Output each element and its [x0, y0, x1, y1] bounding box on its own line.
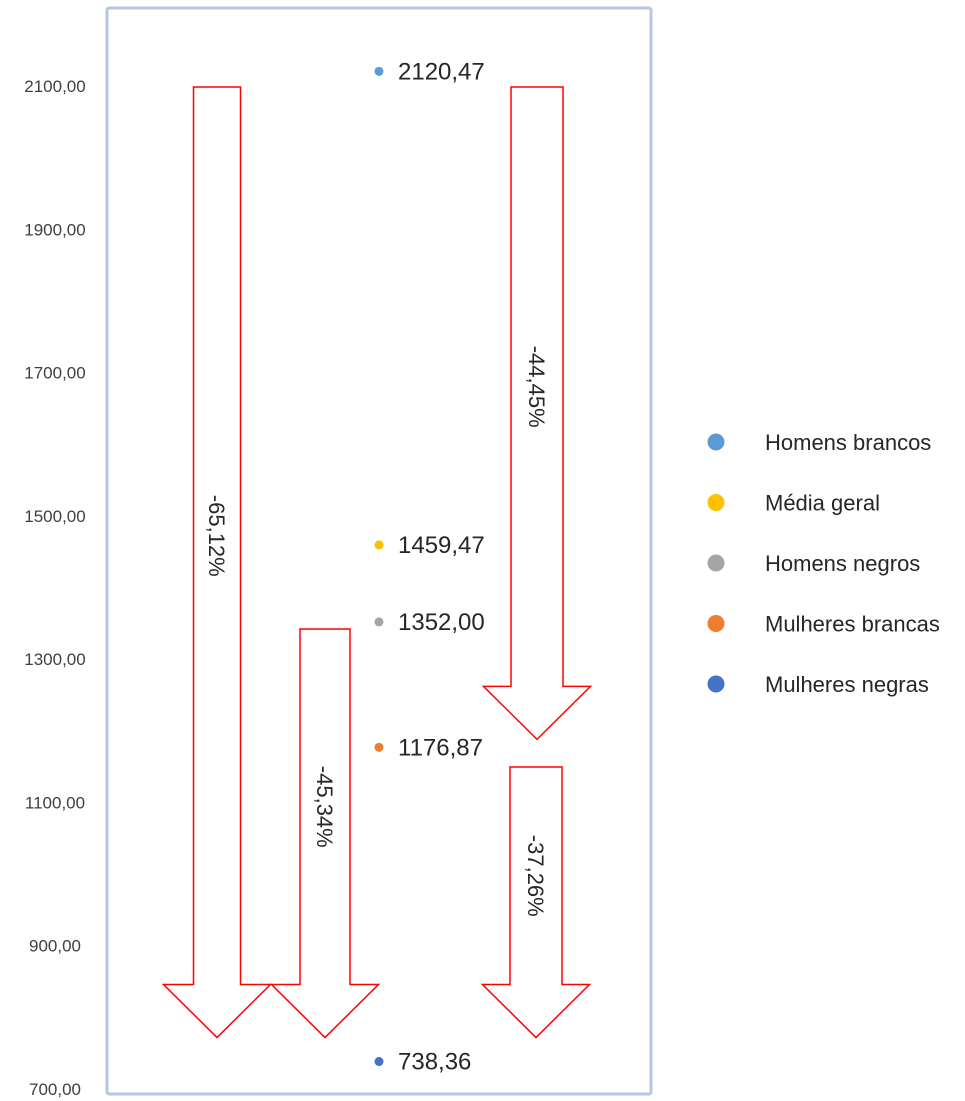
data-label: 1459,47: [398, 532, 485, 559]
legend-marker: [707, 433, 725, 451]
y-tick-label: 2100,00: [24, 77, 85, 96]
legend-marker: [707, 615, 725, 632]
change-percent-label: -37,26%: [523, 835, 548, 917]
data-label: 2120,47: [398, 58, 485, 85]
plot-frame: [105, 6, 653, 1096]
data-point: [374, 617, 384, 627]
data-points: 2120,47 1459,47 1352,00 1176,87 738,36: [374, 58, 485, 1076]
y-tick-label: 1500,00: [24, 507, 85, 526]
y-tick-label: 1900,00: [24, 220, 85, 239]
legend-marker: [707, 494, 725, 511]
change-arrow: [481, 86, 593, 741]
y-axis: 700,00 900,00 1100,00 1300,00 1500,00 1700,00…: [24, 77, 85, 1099]
data-label: 1176,87: [398, 734, 483, 761]
legend-entry: Média geral: [765, 491, 880, 516]
data-label: 1352,00: [398, 609, 485, 636]
legend-marker: [707, 554, 725, 572]
change-arrow: [161, 86, 273, 1039]
y-tick-label: 1700,00: [24, 364, 85, 383]
data-point: [374, 1057, 384, 1067]
legend-entry: Mulheres brancas: [765, 612, 940, 637]
data-point: [374, 742, 384, 752]
change-arrow: [269, 628, 381, 1039]
legend-entry: Homens brancos: [765, 430, 931, 455]
legend: Homens brancos Média geral Homens negros Mu…: [707, 430, 940, 697]
y-tick-label: 700,00: [29, 1080, 81, 1099]
y-tick-label: 1100,00: [25, 793, 85, 812]
data-label: 738,36: [398, 1049, 471, 1076]
change-arrows: -65,12% -45,34% -44,45% -37,26%: [161, 86, 593, 1039]
legend-entry: Homens negros: [765, 551, 920, 576]
y-tick-label: 900,00: [29, 937, 81, 956]
y-tick-label: 1300,00: [24, 650, 85, 669]
legend-entry: Mulheres negras: [765, 672, 929, 697]
data-point: [374, 66, 384, 76]
change-percent-label: -44,45%: [524, 346, 549, 428]
change-percent-label: -45,34%: [312, 766, 337, 848]
change-percent-label: -65,12%: [204, 495, 229, 577]
legend-marker: [707, 675, 725, 693]
change-arrow: [480, 766, 592, 1039]
data-point: [374, 540, 384, 550]
